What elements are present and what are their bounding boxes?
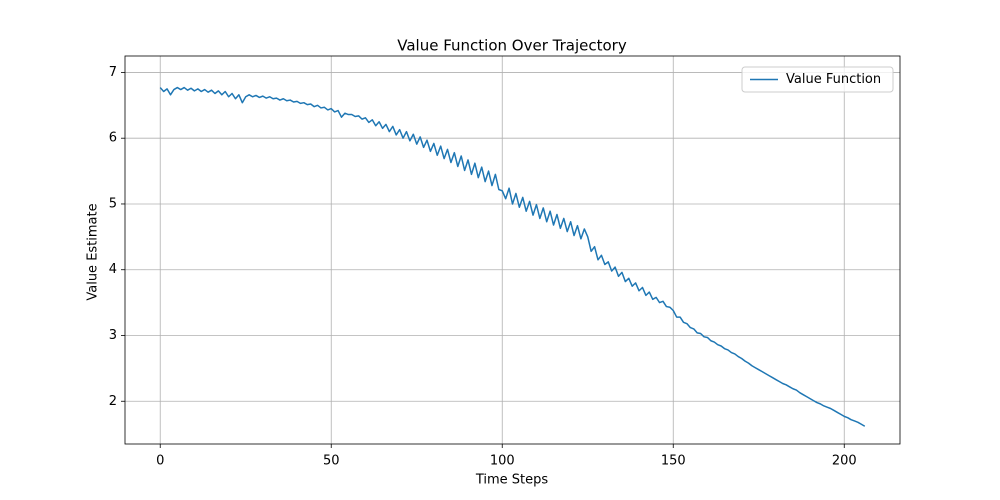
x-tick-label: 100 — [490, 454, 515, 469]
x-tick-label: 50 — [323, 454, 340, 469]
y-tick-label: 6 — [109, 131, 117, 146]
x-tick-label: 0 — [156, 454, 164, 469]
y-tick-label: 2 — [109, 394, 117, 409]
data-line — [159, 86, 866, 427]
y-tick-label: 7 — [109, 65, 117, 80]
y-axis-label: Value Estimate — [86, 203, 101, 300]
legend-box — [741, 66, 894, 93]
x-axis-label: Time Steps — [475, 473, 549, 488]
x-tick-label: 200 — [832, 454, 857, 469]
y-tick-label: 4 — [109, 262, 117, 277]
x-tick-label: 150 — [661, 454, 686, 469]
chart-title: Value Function Over Trajectory — [397, 37, 627, 55]
plot-frame — [124, 55, 901, 445]
y-tick-label: 5 — [109, 196, 117, 211]
y-tick-label: 3 — [109, 328, 117, 343]
legend-label: Value Function — [786, 72, 881, 87]
